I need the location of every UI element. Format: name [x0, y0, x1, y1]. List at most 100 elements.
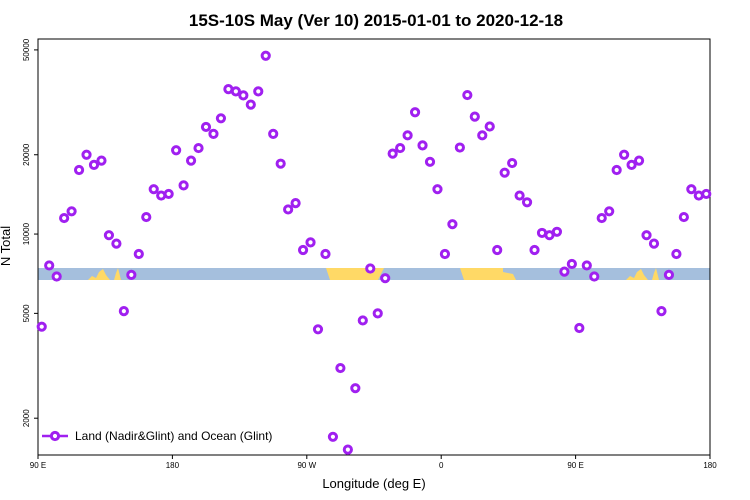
data-point [566, 258, 577, 270]
data-point [619, 149, 630, 160]
land-mass [652, 268, 659, 280]
data-point [559, 266, 570, 277]
data-point [81, 149, 92, 160]
data-point [447, 219, 458, 230]
x-tick-label: 180 [703, 461, 717, 470]
data-point [701, 188, 712, 200]
data-point [596, 212, 607, 224]
y-axis: 2000 5000 10000 20000 50000 [22, 38, 38, 427]
data-point [395, 142, 406, 154]
data-point [417, 140, 428, 151]
data-point [335, 362, 346, 374]
y-tick-label: 5000 [22, 304, 31, 322]
data-point [73, 164, 85, 176]
data-point [36, 321, 47, 332]
data-point [633, 155, 645, 166]
legend-label: Land (Nadir&Glint) and Ocean (Glint) [75, 429, 272, 443]
data-point [171, 145, 182, 156]
data-point [44, 260, 55, 271]
data-points [36, 50, 712, 455]
x-tick-label: 90 W [297, 461, 316, 470]
data-point [148, 184, 159, 195]
data-point [126, 269, 137, 280]
data-point [626, 159, 637, 171]
data-point [402, 130, 413, 141]
data-point [581, 260, 592, 271]
data-point [245, 99, 256, 110]
x-tick-label: 90 E [30, 461, 46, 470]
x-tick-label: 0 [439, 461, 444, 470]
data-point [290, 198, 301, 209]
data-point [574, 322, 585, 334]
y-tick-label: 50000 [22, 38, 31, 61]
data-point [103, 230, 115, 241]
data-point [663, 269, 675, 280]
data-point [499, 167, 510, 178]
data-point [215, 113, 227, 124]
land-mass [88, 269, 110, 280]
data-point [589, 271, 600, 282]
data-point [544, 230, 555, 241]
data-point [133, 248, 144, 260]
data-point [507, 157, 518, 169]
legend-swatch-marker [49, 430, 61, 442]
data-point [283, 204, 294, 215]
data-point [118, 305, 129, 317]
data-point [521, 197, 533, 208]
data-point [484, 121, 495, 132]
data-point [178, 180, 189, 191]
land-mass [626, 269, 648, 280]
data-point [260, 50, 271, 61]
data-point [111, 238, 122, 249]
data-point [238, 90, 249, 101]
data-point [342, 444, 353, 455]
data-point [66, 206, 77, 217]
data-point [469, 111, 480, 122]
data-point [327, 431, 339, 442]
data-point [208, 128, 219, 139]
data-point [686, 184, 697, 195]
data-point [611, 164, 622, 176]
y-tick-label: 2000 [22, 409, 31, 427]
data-point [409, 107, 421, 118]
data-point [380, 273, 391, 284]
chart-title: 15S-10S May (Ver 10) 2015-01-01 to 2020-… [189, 11, 563, 30]
data-point [387, 148, 398, 159]
data-point [529, 244, 540, 256]
data-point [297, 244, 309, 256]
data-point [275, 158, 286, 169]
land-mass [460, 268, 516, 280]
data-point [51, 271, 62, 282]
data-point [141, 211, 152, 223]
data-point [432, 184, 443, 195]
data-point [268, 128, 279, 139]
data-point [648, 238, 660, 249]
data-point [320, 248, 331, 260]
data-point [454, 142, 465, 153]
data-point [477, 130, 488, 141]
y-axis-label: N Total [0, 226, 13, 266]
data-point [492, 244, 503, 256]
x-axis: 90 E 180 90 W 0 90 E 180 [30, 455, 717, 470]
x-tick-label: 90 E [567, 461, 583, 470]
data-point [514, 190, 525, 201]
data-point [551, 226, 563, 237]
data-point [365, 263, 376, 274]
data-point [59, 212, 70, 224]
data-point [185, 155, 197, 166]
data-point [439, 248, 451, 260]
data-point [312, 324, 324, 335]
data-point [671, 248, 682, 260]
data-point [424, 156, 436, 167]
data-point [656, 305, 667, 317]
data-point [372, 308, 383, 319]
land-mass [114, 268, 121, 280]
data-point [678, 211, 689, 223]
y-tick-label: 20000 [22, 143, 31, 166]
y-tick-label: 10000 [22, 222, 31, 245]
data-point [604, 206, 615, 217]
data-point [641, 230, 652, 241]
data-point [253, 86, 264, 97]
legend: Land (Nadir&Glint) and Ocean (Glint) [42, 429, 272, 443]
data-point [305, 237, 316, 248]
